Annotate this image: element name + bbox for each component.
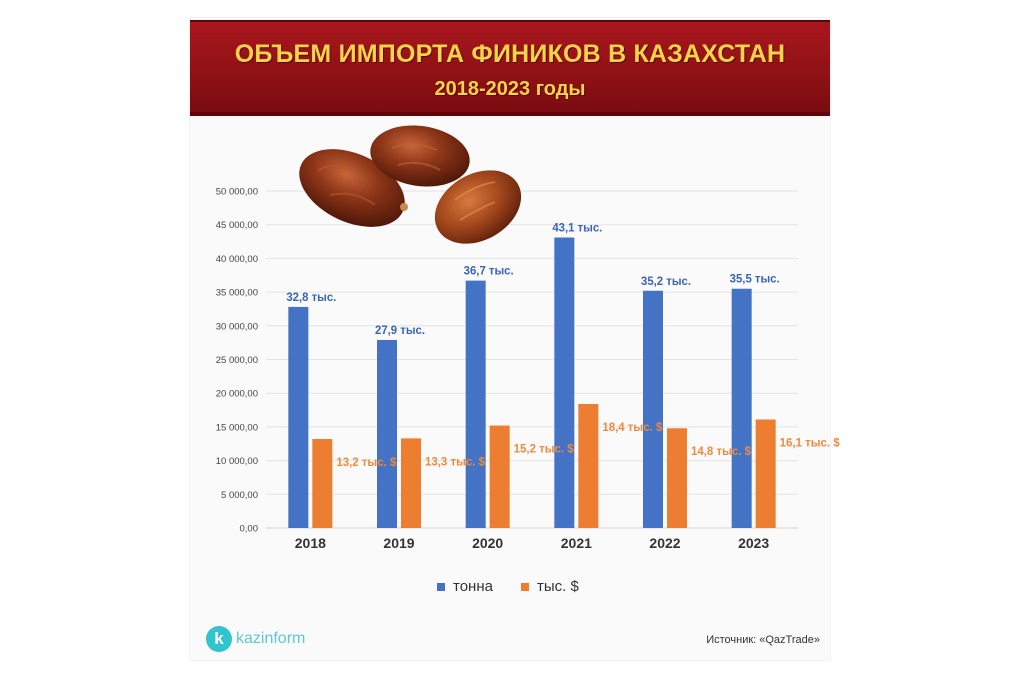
data-label-usd-2021: 18,4 тыс. $ xyxy=(602,420,662,434)
bar-tonna-2022 xyxy=(643,290,663,528)
x-tick-label-2022: 2022 xyxy=(649,535,680,551)
data-labels: 32,8 тыс. 13,2 тыс. $ 27,9 тыс. 13,3 тыс. $… xyxy=(286,221,840,470)
dates-fruit-image xyxy=(299,125,522,244)
bars xyxy=(288,237,776,529)
title-banner: ОБЪЕМ ИМПОРТА ФИНИКОВ В КАЗАХСТАН 2018-2… xyxy=(190,20,830,116)
x-tick-label-2020: 2020 xyxy=(472,535,503,551)
y-tick-label: 45 000,00 xyxy=(216,220,258,231)
x-tick-label-2021: 2021 xyxy=(561,535,592,551)
y-tick-label: 15 000,00 xyxy=(216,422,258,433)
data-label-usd-2020: 15,2 тыс. $ xyxy=(514,442,574,456)
bar-tonna-2023 xyxy=(731,288,752,528)
y-tick-label: 10 000,00 xyxy=(216,456,258,467)
bar-usd-2023 xyxy=(755,419,776,528)
x-axis-tick-labels: 2018 2019 2020 2021 2022 2023 xyxy=(295,535,770,551)
y-axis-tick-labels: 0,00 5 000,00 10 000,00 15 000,00 20 000,00 2… xyxy=(216,187,258,535)
x-tick-label-2018: 2018 xyxy=(295,535,326,551)
bar-tonna-2018 xyxy=(288,306,309,528)
y-tick-label: 50 000,00 xyxy=(216,187,258,198)
data-label-tonna-2022: 35,2 тыс. xyxy=(641,274,691,288)
y-tick-label: 35 000,00 xyxy=(216,288,258,299)
bar-usd-2019 xyxy=(401,438,421,528)
data-label-tonna-2018: 32,8 тыс. xyxy=(286,290,336,304)
bar-usd-2022 xyxy=(667,428,687,528)
data-label-tonna-2021: 43,1 тыс. xyxy=(552,221,602,235)
data-label-tonna-2020: 36,7 тыс. xyxy=(464,264,514,278)
data-label-tonna-2019: 27,9 тыс. xyxy=(375,323,425,337)
legend-swatch-tonna xyxy=(437,583,445,592)
bar-tonna-2019 xyxy=(377,339,397,528)
logo-name: kazinform xyxy=(236,630,306,647)
y-tick-label: 5 000,00 xyxy=(221,490,258,501)
legend-label-tonna: тонна xyxy=(453,578,493,595)
data-label-tonna-2023: 35,5 тыс. xyxy=(730,272,780,286)
legend-swatch-usd xyxy=(521,583,529,592)
data-label-usd-2019: 13,3 тыс. $ xyxy=(425,454,485,468)
kazinform-logo: k kazinform xyxy=(206,624,305,654)
x-tick-label-2019: 2019 xyxy=(383,535,414,551)
y-tick-label: 30 000,00 xyxy=(216,321,258,332)
legend-label-usd: тыс. $ xyxy=(537,578,579,595)
data-label-usd-2023: 16,1 тыс. $ xyxy=(780,435,840,449)
gridlines xyxy=(266,190,798,529)
logo-letter: k xyxy=(206,626,232,652)
bar-usd-2020 xyxy=(489,425,510,528)
bar-usd-2018 xyxy=(312,439,333,528)
bar-usd-2021 xyxy=(578,403,599,528)
bar-tonna-2021 xyxy=(554,237,575,529)
y-tick-label: 0,00 xyxy=(240,524,259,535)
legend-item-tonna: тонна xyxy=(437,578,493,595)
chart-title: ОБЪЕМ ИМПОРТА ФИНИКОВ В КАЗАХСТАН xyxy=(234,40,786,68)
y-tick-label: 25 000,00 xyxy=(216,355,258,366)
data-label-usd-2018: 13,2 тыс. $ xyxy=(336,455,396,469)
y-tick-label: 40 000,00 xyxy=(216,254,258,265)
bar-tonna-2020 xyxy=(465,280,486,528)
chart-subtitle: 2018-2023 годы xyxy=(434,78,586,100)
y-tick-label: 20 000,00 xyxy=(216,389,258,400)
source-note: Источник: «QazTrade» xyxy=(706,634,820,646)
legend-item-usd: тыс. $ xyxy=(521,578,579,595)
data-label-usd-2022: 14,8 тыс. $ xyxy=(691,444,751,458)
x-tick-label-2023: 2023 xyxy=(738,535,769,551)
